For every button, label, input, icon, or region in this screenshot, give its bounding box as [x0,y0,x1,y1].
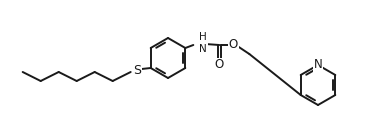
Text: N: N [314,58,323,71]
Text: S: S [133,64,141,78]
Text: O: O [229,38,238,52]
Text: H
N: H N [199,32,207,54]
Text: O: O [215,58,224,71]
